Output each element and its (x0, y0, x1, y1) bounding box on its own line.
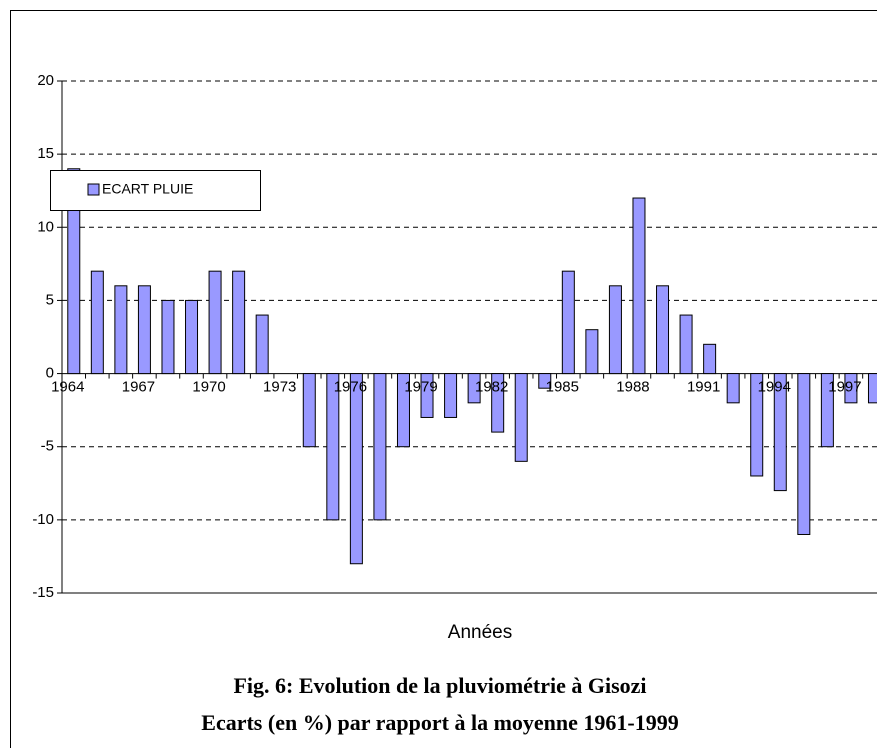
bar (773, 373, 787, 492)
bar (90, 270, 104, 375)
x-tick-label: 1973 (263, 379, 296, 396)
x-tick-label: 1964 (51, 379, 84, 396)
bar (185, 299, 199, 375)
bar (867, 373, 877, 404)
y-tick-label: 10 (37, 218, 54, 235)
x-tick-label: 1985 (546, 379, 579, 396)
legend-swatch (87, 183, 100, 196)
bar (67, 168, 81, 375)
bar (608, 285, 622, 375)
bar (208, 270, 222, 375)
bar (302, 373, 316, 448)
y-tick-label: -5 (41, 438, 54, 455)
bar (844, 373, 858, 404)
x-tick-label: 1979 (404, 379, 437, 396)
chart-title: Fig. 6: Evolution de la pluviométrie à G… (233, 673, 646, 698)
x-tick-label: 1976 (334, 379, 367, 396)
x-tick-label: 1994 (758, 379, 791, 396)
y-tick-label: 15 (37, 145, 54, 162)
bar (420, 373, 434, 418)
x-tick-label: 1970 (192, 379, 225, 396)
bar (161, 299, 175, 375)
bar (514, 373, 528, 462)
bar (349, 373, 363, 565)
bar (326, 373, 340, 521)
bar (538, 373, 552, 389)
bar (656, 285, 670, 375)
bar (679, 314, 693, 375)
bar (820, 373, 834, 448)
y-tick-label: -10 (32, 511, 54, 528)
bar (114, 285, 128, 375)
bar (255, 314, 269, 375)
bar (632, 197, 646, 375)
x-tick-label: 1991 (687, 379, 720, 396)
bar (750, 373, 764, 477)
bar (797, 373, 811, 535)
bar (444, 373, 458, 418)
y-tick-label: 0 (46, 365, 54, 382)
bar (703, 343, 717, 375)
bar (561, 270, 575, 375)
chart-subtitle: Ecarts (en %) par rapport à la moyenne 1… (201, 710, 678, 735)
bar (585, 329, 599, 375)
bar (396, 373, 410, 448)
bar (467, 373, 481, 404)
x-axis-title: Années (448, 622, 512, 643)
x-tick-label: 1982 (475, 379, 508, 396)
bar (373, 373, 387, 521)
x-tick-label: 1988 (616, 379, 649, 396)
x-tick-label: 1967 (122, 379, 155, 396)
bar (232, 270, 246, 375)
legend-label: ECART PLUIE (102, 181, 193, 197)
x-tick-label: 1997 (828, 379, 861, 396)
legend-box (50, 170, 261, 211)
y-tick-label: 20 (37, 72, 54, 89)
bar (137, 285, 151, 375)
y-tick-label: -15 (32, 584, 54, 601)
bar (491, 373, 505, 433)
bar (726, 373, 740, 404)
y-tick-label: 5 (46, 291, 54, 308)
